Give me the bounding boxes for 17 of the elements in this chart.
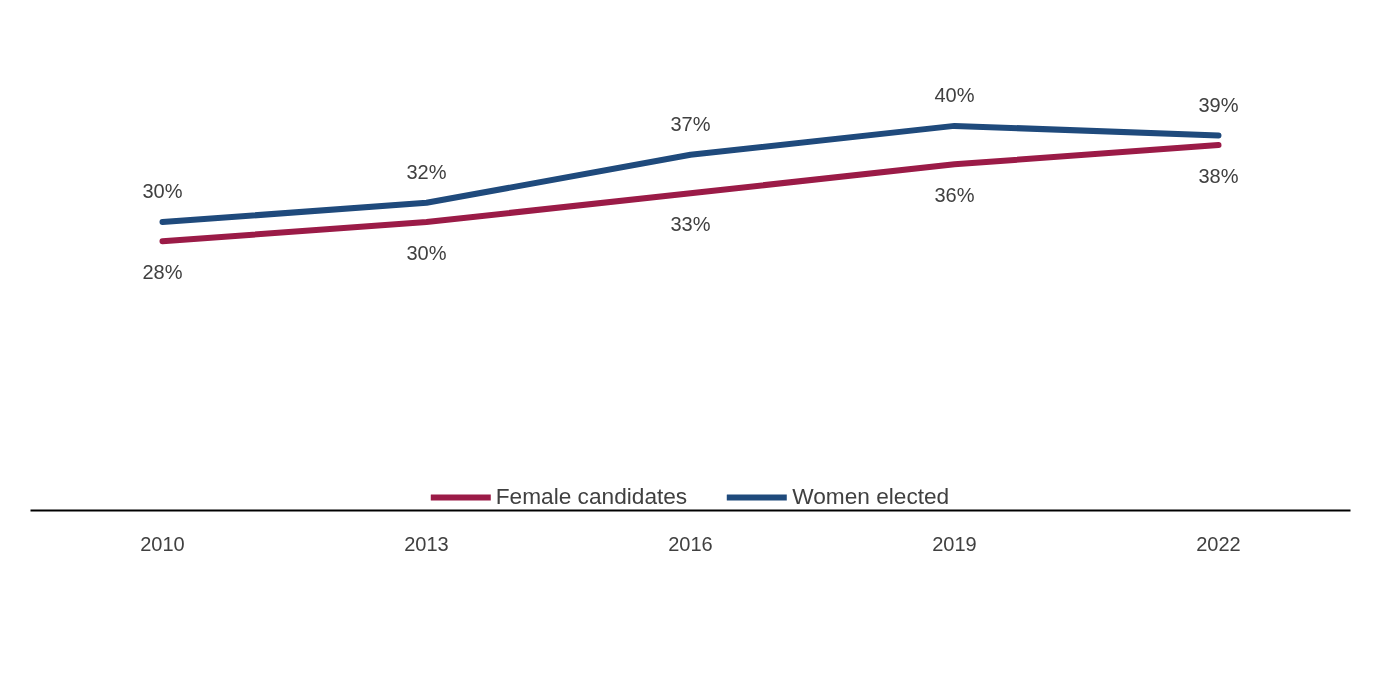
legend-label: Women elected bbox=[792, 483, 950, 510]
data-label: 39% bbox=[1198, 93, 1239, 116]
data-label: 40% bbox=[934, 83, 975, 106]
data-label: 30% bbox=[142, 180, 183, 203]
data-label: 37% bbox=[670, 112, 711, 135]
x-tick-label: 2016 bbox=[668, 532, 713, 555]
data-label: 36% bbox=[934, 184, 975, 207]
data-label: 28% bbox=[142, 261, 183, 284]
x-tick-label: 2022 bbox=[1196, 532, 1241, 555]
x-tick-label: 2013 bbox=[404, 532, 449, 555]
data-label: 30% bbox=[406, 242, 447, 265]
data-label: 38% bbox=[1198, 165, 1239, 188]
x-tick-label: 2010 bbox=[140, 532, 185, 555]
x-tick-label: 2019 bbox=[932, 532, 977, 555]
legend-label: Female candidates bbox=[495, 483, 688, 510]
data-label: 33% bbox=[670, 213, 711, 236]
data-label: 32% bbox=[406, 160, 447, 183]
